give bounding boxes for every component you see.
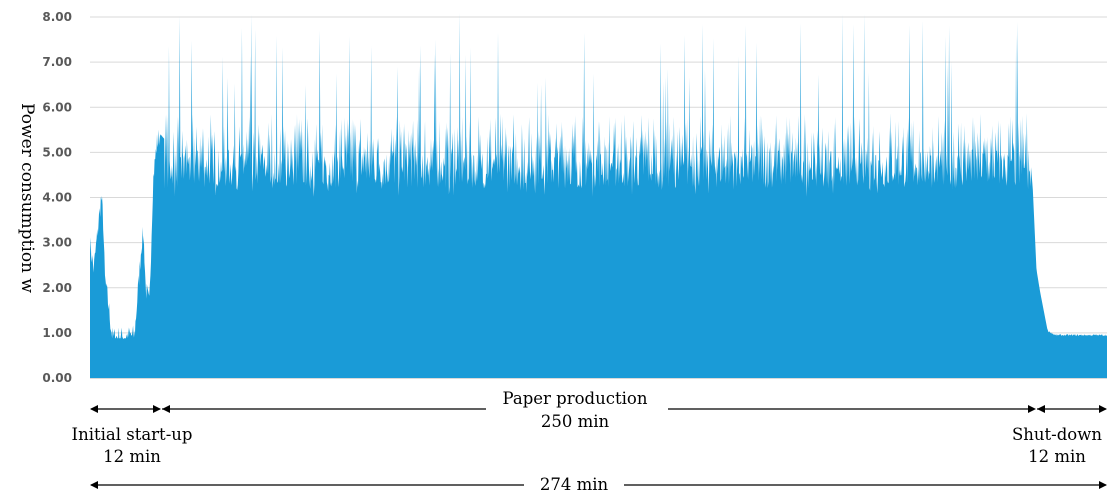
total-arrowhead-left — [90, 481, 98, 489]
y-tick-label: 0.00 — [42, 371, 72, 385]
y-tick-label: 8.00 — [42, 10, 72, 24]
phase-label-startup-duration: 12 min — [103, 447, 161, 466]
phase-label-production-name: Paper production — [503, 389, 648, 408]
y-tick-label: 4.00 — [42, 191, 72, 205]
shutdown-arrowhead-right — [1099, 405, 1107, 413]
total-duration-label: 274 min — [540, 475, 609, 494]
phase-arrows — [90, 405, 1107, 489]
y-tick-label: 3.00 — [42, 236, 72, 250]
total-arrowhead-right — [1099, 481, 1107, 489]
y-axis-label: Power consumption w — [17, 103, 37, 293]
production-arrowhead-right — [1028, 405, 1036, 413]
startup-arrowhead-right — [153, 405, 161, 413]
y-tick-label: 5.00 — [42, 145, 72, 159]
phase-label-production-duration: 250 min — [541, 412, 610, 431]
power-consumption-area — [90, 12, 1107, 378]
phase-label-shutdown-name: Shut-down — [1012, 425, 1102, 444]
y-tick-label: 6.00 — [42, 100, 72, 114]
y-tick-label: 1.00 — [42, 326, 72, 340]
y-tick-label: 2.00 — [42, 281, 72, 295]
phase-label-startup-name: Initial start-up — [72, 425, 193, 444]
startup-arrowhead-left — [90, 405, 98, 413]
shutdown-arrowhead-left — [1037, 405, 1045, 413]
production-arrowhead-left — [162, 405, 170, 413]
y-tick-label: 7.00 — [42, 55, 72, 69]
y-axis-tick-labels: 0.00 1.00 2.00 3.00 4.00 5.00 6.00 7.00 8.00 — [42, 10, 72, 385]
phase-label-shutdown-duration: 12 min — [1028, 447, 1086, 466]
